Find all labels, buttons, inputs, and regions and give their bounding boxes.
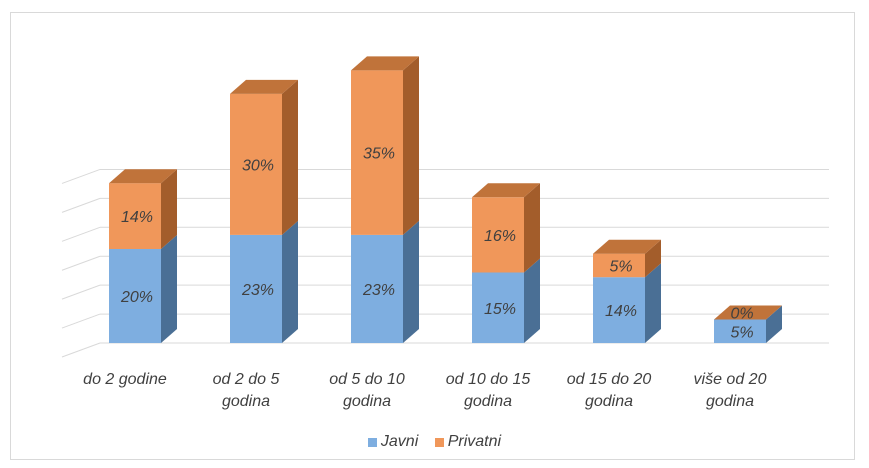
gridline (61, 342, 829, 358)
data-label-javni-0: 20% (120, 289, 153, 306)
gridline (61, 284, 829, 300)
bar-javni-4 (593, 263, 661, 343)
bar-javni-3 (472, 258, 540, 343)
x-axis-tick-labels: do 2 godine od 2 do 5 godina od 5 do 10 godi… (83, 371, 766, 410)
x-tick-label-5: više od 20 godina (694, 371, 767, 410)
bar-privatni-2 (351, 56, 419, 235)
bar-javni-1 (230, 220, 298, 343)
data-label-javni-2: 23% (362, 282, 395, 299)
gridlines (61, 168, 829, 358)
legend: Javni Privatni (0, 433, 869, 452)
data-label-javni-5: 5% (730, 324, 753, 341)
gridline (61, 168, 829, 184)
data-label-privatni-1: 30% (242, 157, 274, 174)
x-tick-label-1: od 2 do 5 godina (213, 371, 280, 410)
bar-privatni-0 (109, 169, 177, 249)
bar-javni-5 (714, 305, 782, 343)
legend-item-privatni: Privatni (434, 433, 502, 451)
bar-privatni-3 (472, 183, 540, 273)
data-labels: 20%14%23%30%23%35%15%16%14%5%5%0% (120, 146, 754, 342)
data-label-javni-3: 15% (484, 301, 516, 318)
x-tick-label-3: od 10 do 15 godina (446, 371, 531, 410)
data-label-privatni-5: 0% (730, 306, 753, 323)
bars (109, 56, 782, 343)
gridline (61, 226, 829, 242)
x-tick-label-2: od 5 do 10 godina (329, 371, 405, 410)
legend-swatch-javni (367, 437, 377, 447)
bar-javni-2 (351, 220, 419, 343)
x-tick-label-0: do 2 godine (83, 371, 167, 388)
legend-label-privatni: Privatni (447, 433, 502, 450)
data-label-privatni-4: 5% (609, 258, 632, 275)
gridline (61, 197, 829, 213)
data-label-javni-1: 23% (241, 282, 274, 299)
bar-privatni-4 (593, 239, 661, 278)
data-label-javni-4: 14% (605, 303, 637, 320)
data-label-privatni-0: 14% (121, 209, 153, 226)
data-label-privatni-3: 16% (484, 228, 516, 245)
legend-swatch-privatni (434, 437, 444, 447)
gridline (61, 313, 829, 329)
bar-javni-0 (109, 235, 177, 343)
data-label-privatni-2: 35% (363, 146, 395, 163)
legend-item-javni: Javni (367, 433, 419, 451)
bar-privatni-5 (714, 305, 782, 320)
legend-label-javni: Javni (380, 433, 419, 450)
gridline (61, 255, 829, 271)
bar-privatni-1 (230, 79, 298, 235)
x-tick-label-4: od 15 do 20 godina (567, 371, 652, 410)
